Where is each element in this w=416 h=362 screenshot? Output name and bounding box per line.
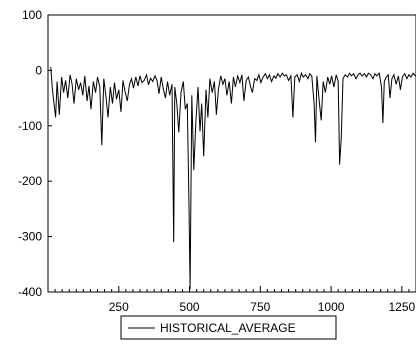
x-axis-ticks: 250 500 750 1000 1250 bbox=[54, 286, 416, 314]
x-tick-label: 250 bbox=[109, 300, 129, 314]
y-tick-label: -200 bbox=[18, 174, 42, 188]
y-tick-label: -100 bbox=[18, 119, 42, 133]
legend: HISTORICAL_AVERAGE bbox=[120, 315, 337, 340]
y-tick-label: -300 bbox=[18, 230, 42, 244]
y-axis-ticks: 100 0 -100 -200 -300 -400 bbox=[18, 8, 52, 299]
y-tick-label: 100 bbox=[22, 8, 42, 22]
x-tick-label: 1000 bbox=[318, 300, 345, 314]
x-tick-label: 500 bbox=[180, 300, 200, 314]
legend-box bbox=[120, 315, 337, 340]
series-line bbox=[50, 67, 416, 290]
y-tick-label: 0 bbox=[35, 63, 42, 77]
x-tick-label: 750 bbox=[250, 300, 270, 314]
plot-frame bbox=[47, 14, 416, 293]
y-tick-label: -400 bbox=[18, 285, 42, 299]
legend-label: HISTORICAL_AVERAGE bbox=[160, 321, 296, 335]
x-tick-label: 1250 bbox=[388, 300, 415, 314]
series-layer bbox=[50, 67, 416, 290]
